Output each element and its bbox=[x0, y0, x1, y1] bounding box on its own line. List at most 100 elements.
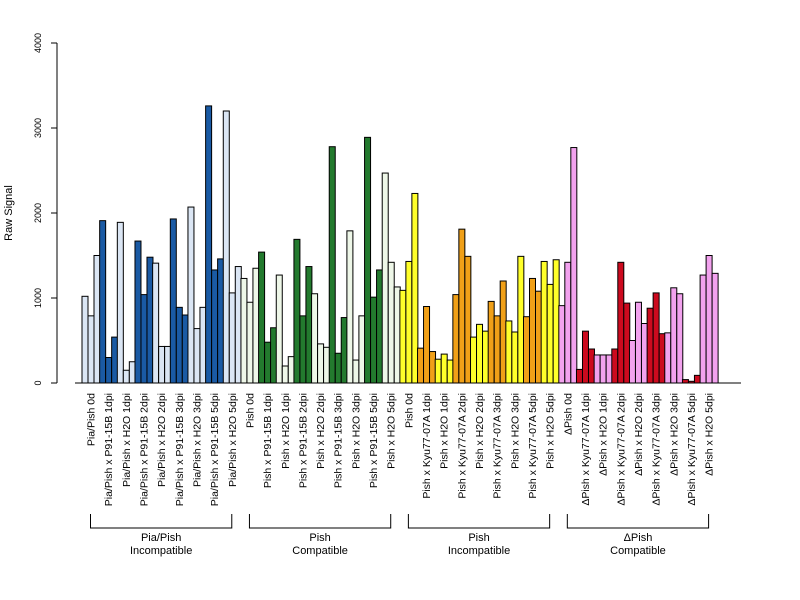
bar bbox=[540, 260, 548, 384]
bar bbox=[581, 330, 589, 384]
bar bbox=[328, 146, 336, 384]
bar bbox=[187, 206, 195, 384]
bar bbox=[470, 336, 478, 384]
bar bbox=[517, 255, 525, 384]
bar bbox=[487, 300, 495, 384]
bar bbox=[546, 283, 554, 384]
x-tick-label: Pish 0d bbox=[244, 393, 256, 428]
bar bbox=[293, 238, 301, 384]
group-label-type: Compatible bbox=[292, 545, 348, 557]
bar bbox=[252, 267, 260, 384]
bar bbox=[128, 361, 136, 384]
x-tick-label: Pia/Pish x P91-15B 5dpi bbox=[209, 393, 221, 506]
bar bbox=[264, 341, 272, 384]
bar bbox=[693, 374, 701, 384]
bar bbox=[681, 379, 689, 384]
x-tick-label: Pia/Pish x P91-15B 1dpi bbox=[103, 393, 115, 506]
bar bbox=[222, 110, 230, 384]
bar bbox=[158, 345, 166, 384]
bar bbox=[93, 255, 101, 384]
x-tick-label: Pish 0d bbox=[403, 393, 415, 428]
bar bbox=[81, 295, 89, 384]
bar bbox=[699, 274, 707, 384]
bar bbox=[275, 274, 283, 384]
x-tick-label: Pia/Pish x H2O 5dpi bbox=[227, 393, 239, 487]
bar bbox=[617, 261, 625, 384]
x-tick-label: ΔPish x H2O 3dpi bbox=[668, 393, 680, 476]
bar bbox=[358, 315, 366, 384]
y-tick-label: 3000 bbox=[33, 118, 43, 138]
x-tick-label: ΔPish 0d bbox=[562, 393, 574, 435]
y-tick-label: 1000 bbox=[33, 288, 43, 308]
x-tick-label: Pish x Kyu77-07A 5dpi bbox=[527, 393, 539, 499]
bar bbox=[199, 306, 207, 384]
bar bbox=[258, 251, 266, 384]
x-tick-label: ΔPish x Kyu77-07A 3dpi bbox=[651, 393, 663, 506]
bar bbox=[299, 315, 307, 384]
group-bracket bbox=[248, 514, 392, 529]
x-tick-label: Pish x Kyu77-07A 1dpi bbox=[421, 393, 433, 499]
bar bbox=[346, 230, 354, 384]
group-bracket bbox=[90, 514, 233, 529]
bar bbox=[140, 294, 148, 384]
bar bbox=[240, 277, 248, 384]
bar bbox=[334, 352, 342, 384]
x-tick-label: Pish x H2O 5dpi bbox=[386, 393, 398, 469]
x-tick-label: Pish x H2O 3dpi bbox=[350, 393, 362, 469]
bar bbox=[434, 358, 442, 384]
bar bbox=[599, 354, 607, 384]
bar bbox=[399, 289, 407, 384]
x-tick-label: ΔPish x Kyu77-07A 5dpi bbox=[686, 393, 698, 506]
x-tick-label: Pish x P91-15B 2dpi bbox=[297, 393, 309, 488]
bar bbox=[511, 331, 519, 384]
bar bbox=[228, 292, 236, 384]
bar bbox=[116, 221, 124, 384]
bar bbox=[211, 269, 219, 384]
group-brackets: Pia/PishIncompatiblePishCompatiblePishIn… bbox=[90, 514, 710, 557]
bar bbox=[134, 240, 142, 384]
bar bbox=[352, 359, 360, 384]
bar bbox=[364, 136, 372, 384]
bar bbox=[423, 306, 431, 384]
bar bbox=[146, 256, 154, 384]
bar bbox=[122, 369, 130, 384]
bar bbox=[482, 330, 490, 384]
bar bbox=[623, 302, 631, 384]
bar bbox=[529, 277, 536, 384]
bar bbox=[393, 286, 401, 384]
bar bbox=[152, 262, 160, 384]
bar bbox=[169, 218, 177, 384]
bar bbox=[458, 228, 466, 384]
bar bbox=[411, 192, 419, 384]
x-tick-label: Pish x H2O 2dpi bbox=[474, 393, 486, 469]
bar bbox=[429, 351, 437, 384]
x-tick-label: Pish x P91-15B 1dpi bbox=[262, 393, 274, 488]
bar bbox=[205, 105, 213, 384]
bar bbox=[505, 320, 513, 384]
bar bbox=[270, 327, 278, 384]
x-tick-label: Pish x H2O 1dpi bbox=[439, 393, 451, 469]
group-label-type: Incompatible bbox=[448, 545, 510, 557]
bar bbox=[340, 317, 348, 384]
bar bbox=[405, 260, 413, 384]
x-tick-label: ΔPish x H2O 2dpi bbox=[633, 393, 645, 476]
x-tick-label: Pish x H2O 2dpi bbox=[315, 393, 327, 469]
bar bbox=[234, 266, 242, 384]
y-ticks: 0 1000 2000 3000 4000 bbox=[33, 33, 57, 386]
bar bbox=[387, 261, 395, 384]
x-tick-label: ΔPish x Kyu77-07A 1dpi bbox=[580, 393, 592, 506]
bar bbox=[105, 357, 113, 384]
x-tick-label: Pish x Kyu77-07A 3dpi bbox=[492, 393, 504, 499]
bar bbox=[552, 259, 560, 384]
bar bbox=[476, 323, 484, 384]
group-label-name: Pia/Pish bbox=[141, 532, 181, 544]
bar bbox=[593, 354, 601, 384]
bar bbox=[381, 172, 389, 384]
bar bbox=[705, 255, 713, 384]
bar bbox=[440, 353, 448, 384]
bar bbox=[317, 343, 325, 384]
y-axis-label: Raw Signal bbox=[3, 185, 15, 241]
x-tick-label: ΔPish x Kyu77-07A 2dpi bbox=[615, 393, 627, 506]
bar bbox=[305, 266, 313, 384]
